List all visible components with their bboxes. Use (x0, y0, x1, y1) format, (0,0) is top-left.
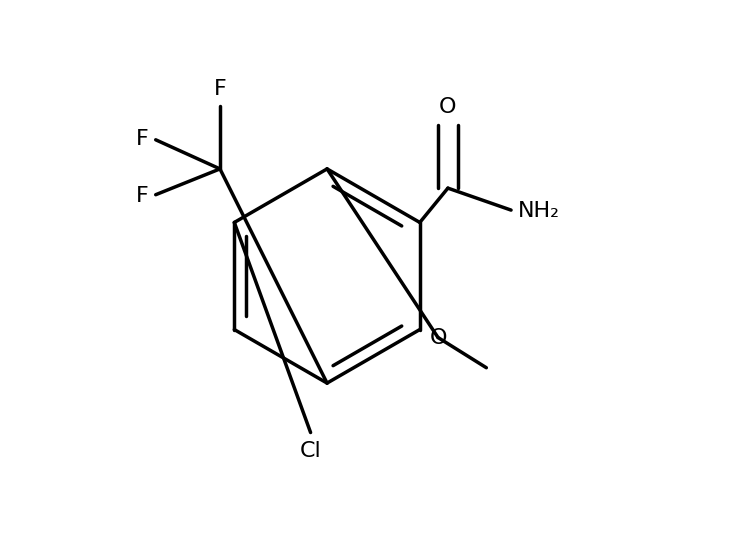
Text: F: F (214, 78, 226, 99)
Text: Cl: Cl (300, 440, 321, 461)
Text: NH₂: NH₂ (518, 201, 560, 221)
Text: O: O (430, 327, 447, 348)
Text: F: F (136, 187, 148, 206)
Text: F: F (136, 129, 148, 148)
Text: O: O (439, 97, 456, 116)
